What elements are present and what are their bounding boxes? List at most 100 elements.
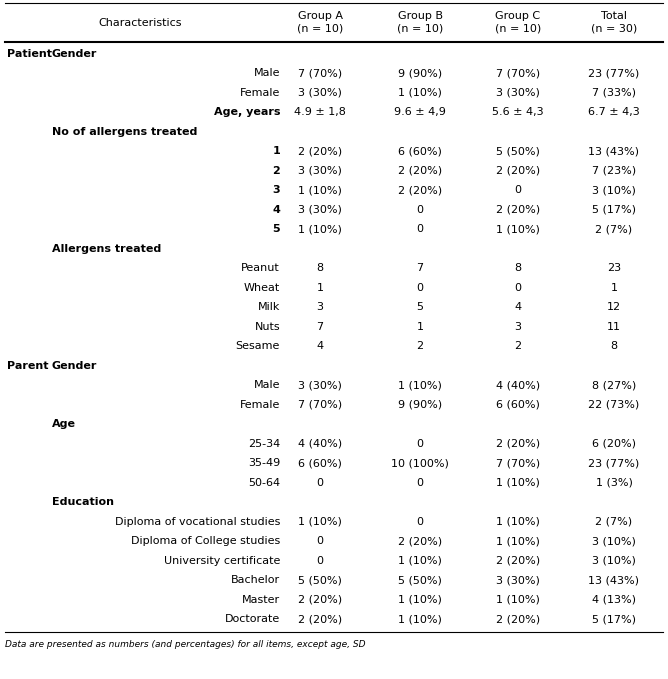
Text: Wheat: Wheat [244,282,280,293]
Text: 1: 1 [317,282,323,293]
Text: 2 (20%): 2 (20%) [398,166,442,176]
Text: 1 (10%): 1 (10%) [398,380,442,390]
Text: 0: 0 [317,478,323,488]
Text: 2 (20%): 2 (20%) [398,536,442,546]
Text: 2 (20%): 2 (20%) [496,205,540,215]
Text: 6 (20%): 6 (20%) [592,439,636,449]
Text: 0: 0 [317,555,323,566]
Text: 3 (30%): 3 (30%) [496,575,540,585]
Text: 23 (77%): 23 (77%) [589,458,640,469]
Text: 1 (10%): 1 (10%) [398,614,442,624]
Text: 2 (20%): 2 (20%) [298,595,342,605]
Text: 2 (7%): 2 (7%) [595,517,633,527]
Text: 5: 5 [273,224,280,234]
Text: 3 (30%): 3 (30%) [298,166,342,176]
Text: 0: 0 [317,536,323,546]
Text: 5 (50%): 5 (50%) [398,575,442,585]
Text: 1 (10%): 1 (10%) [398,88,442,98]
Text: 2 (20%): 2 (20%) [496,555,540,566]
Text: 3: 3 [514,322,522,332]
Text: 2 (7%): 2 (7%) [595,224,633,234]
Text: 7: 7 [416,263,424,273]
Text: Age: Age [52,419,76,429]
Text: 3: 3 [273,185,280,196]
Text: Group C
(n = 10): Group C (n = 10) [495,12,541,34]
Text: 11: 11 [607,322,621,332]
Text: Nuts: Nuts [255,322,280,332]
Text: 13 (43%): 13 (43%) [589,146,639,156]
Text: 6 (60%): 6 (60%) [496,400,540,409]
Text: 9 (90%): 9 (90%) [398,69,442,78]
Text: 3 (10%): 3 (10%) [592,536,636,546]
Text: 35-49: 35-49 [248,458,280,469]
Text: Sesame: Sesame [236,342,280,351]
Text: Diploma of College studies: Diploma of College studies [131,536,280,546]
Text: 7: 7 [317,322,323,332]
Text: 7 (23%): 7 (23%) [592,166,636,176]
Text: 1: 1 [611,282,617,293]
Text: 2 (20%): 2 (20%) [298,614,342,624]
Text: 3 (10%): 3 (10%) [592,555,636,566]
Text: 2: 2 [416,342,424,351]
Text: 3: 3 [317,302,323,312]
Text: 10 (100%): 10 (100%) [391,458,449,469]
Text: 0: 0 [417,439,424,449]
Text: 2 (20%): 2 (20%) [398,185,442,196]
Text: Parent: Parent [7,361,49,371]
Text: 9.6 ± 4,9: 9.6 ± 4,9 [394,107,446,117]
Text: Female: Female [240,400,280,409]
Text: 1 (10%): 1 (10%) [298,224,342,234]
Text: Age, years: Age, years [214,107,280,117]
Text: 23: 23 [607,263,621,273]
Text: 1: 1 [417,322,424,332]
Text: 3 (30%): 3 (30%) [298,205,342,215]
Text: 1 (10%): 1 (10%) [398,595,442,605]
Text: Group B
(n = 10): Group B (n = 10) [397,12,443,34]
Text: 0: 0 [417,224,424,234]
Text: 1 (10%): 1 (10%) [496,224,540,234]
Text: 9 (90%): 9 (90%) [398,400,442,409]
Text: 1 (10%): 1 (10%) [398,555,442,566]
Text: University certificate: University certificate [164,555,280,566]
Text: 1 (10%): 1 (10%) [496,478,540,488]
Text: Characteristics: Characteristics [98,18,182,28]
Text: Master: Master [242,595,280,605]
Text: 8: 8 [611,342,617,351]
Text: 7 (70%): 7 (70%) [298,400,342,409]
Text: 3 (10%): 3 (10%) [592,185,636,196]
Text: Peanut: Peanut [241,263,280,273]
Text: 7 (70%): 7 (70%) [496,458,540,469]
Text: Group A
(n = 10): Group A (n = 10) [297,12,343,34]
Text: 8: 8 [317,263,323,273]
Text: 5: 5 [417,302,424,312]
Text: 5 (50%): 5 (50%) [496,146,540,156]
Text: 0: 0 [417,478,424,488]
Text: 1 (10%): 1 (10%) [298,517,342,527]
Text: 8 (27%): 8 (27%) [592,380,636,390]
Text: 5.6 ± 4,3: 5.6 ± 4,3 [492,107,544,117]
Text: 8: 8 [514,263,522,273]
Text: 7 (70%): 7 (70%) [496,69,540,78]
Text: 7 (70%): 7 (70%) [298,69,342,78]
Text: 4: 4 [514,302,522,312]
Text: 0: 0 [417,517,424,527]
Text: Diploma of vocational studies: Diploma of vocational studies [115,517,280,527]
Text: 4 (40%): 4 (40%) [496,380,540,390]
Text: 0: 0 [514,282,522,293]
Text: Male: Male [253,69,280,78]
Text: 4: 4 [272,205,280,215]
Text: 0: 0 [417,282,424,293]
Text: 1 (3%): 1 (3%) [596,478,633,488]
Text: 0: 0 [417,205,424,215]
Text: 1 (10%): 1 (10%) [496,517,540,527]
Text: 23 (77%): 23 (77%) [589,69,640,78]
Text: 1: 1 [273,146,280,156]
Text: Total
(n = 30): Total (n = 30) [591,12,637,34]
Text: 6 (60%): 6 (60%) [298,458,342,469]
Text: Bachelor: Bachelor [231,575,280,585]
Text: 13 (43%): 13 (43%) [589,575,639,585]
Text: Male: Male [253,380,280,390]
Text: 1 (10%): 1 (10%) [496,595,540,605]
Text: 2: 2 [273,166,280,176]
Text: 7 (33%): 7 (33%) [592,88,636,98]
